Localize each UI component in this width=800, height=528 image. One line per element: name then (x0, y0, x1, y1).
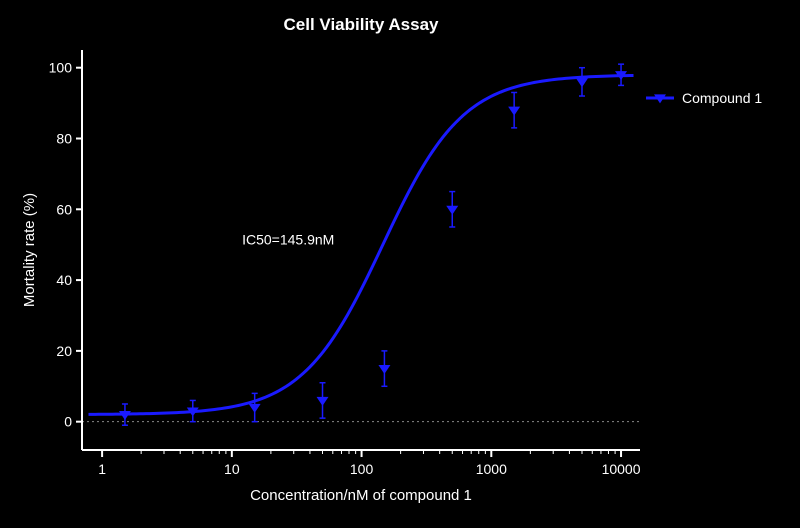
fit-curve (88, 75, 633, 414)
x-tick-label: 100 (350, 461, 374, 477)
x-axis-label: Concentration/nM of compound 1 (250, 487, 472, 504)
ic50-annotation: IC50=145.9nM (242, 232, 334, 248)
data-marker (317, 397, 329, 406)
data-marker (446, 206, 458, 215)
data-marker (508, 107, 520, 116)
legend-label: Compound 1 (682, 90, 762, 106)
data-marker (249, 404, 261, 413)
x-tick-label: 10000 (602, 461, 641, 477)
y-tick-label: 20 (56, 343, 72, 359)
y-tick-label: 80 (56, 130, 72, 146)
x-tick-label: 1000 (476, 461, 507, 477)
data-marker (378, 365, 390, 374)
chart-svg: 0 20 40 60 80 100 1 10 100 1000 10000 Cell Viabilit… (0, 0, 800, 528)
y-tick-label: 60 (56, 201, 72, 217)
y-tick-label: 100 (49, 60, 73, 76)
y-tick-label: 0 (64, 414, 72, 430)
x-tick-label: 10 (224, 461, 240, 477)
y-tick-label: 40 (56, 272, 72, 288)
data-marker (576, 78, 588, 87)
y-axis-label: Mortality rate (%) (21, 193, 38, 307)
chart-title: Cell Viability Assay (284, 15, 440, 34)
x-tick-label: 1 (98, 461, 106, 477)
